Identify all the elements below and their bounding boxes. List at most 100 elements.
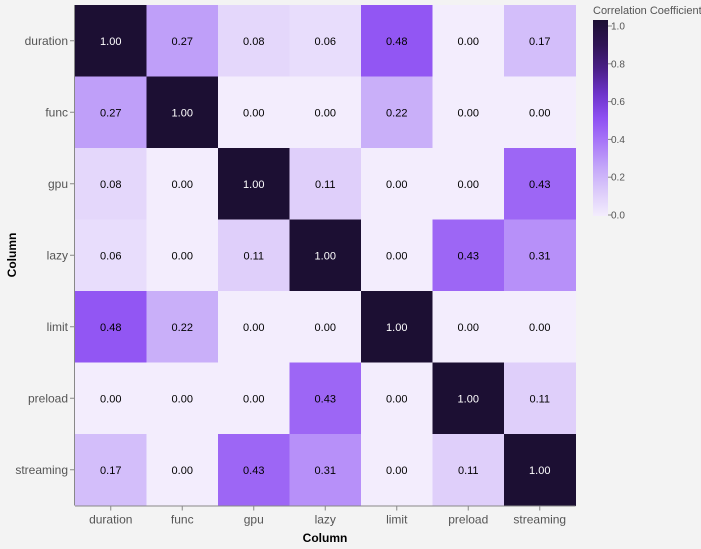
cell-value-preload-lazy: 0.43 xyxy=(315,393,336,405)
heatmap-cell-func-gpu xyxy=(218,76,290,149)
heatmap-cell-duration-streaming xyxy=(504,5,576,77)
cell-value-limit-limit: 1.00 xyxy=(386,322,407,334)
cell-value-streaming-limit: 0.00 xyxy=(386,465,407,477)
cell-value-duration-func: 0.27 xyxy=(172,36,193,48)
heatmap-cell-preload-preload xyxy=(432,362,505,435)
cell-value-preload-streaming: 0.11 xyxy=(529,393,550,405)
legend-ticks: 1.0 0.8 0.6 0.4 0.2 0.0 xyxy=(608,22,625,222)
heatmap-cell-streaming-duration xyxy=(75,434,147,506)
heatmap-cell-streaming-streaming xyxy=(504,434,576,506)
heatmap-cell-lazy-duration xyxy=(75,219,147,292)
heatmap-cell-gpu-func xyxy=(146,148,219,220)
cell-value-streaming-lazy: 0.31 xyxy=(315,465,336,477)
cell-value-gpu-func: 0.00 xyxy=(172,179,193,191)
cell-value-preload-duration: 0.00 xyxy=(100,393,121,405)
heatmap-cell-preload-lazy xyxy=(289,362,362,435)
y-tick-label-lazy: lazy xyxy=(47,248,68,262)
cell-value-preload-gpu: 0.00 xyxy=(243,393,264,405)
cell-value-duration-duration: 1.00 xyxy=(100,36,121,48)
cell-value-streaming-gpu: 0.43 xyxy=(243,465,264,477)
cell-value-limit-streaming: 0.00 xyxy=(529,322,550,334)
heatmap-cell-streaming-lazy xyxy=(289,434,362,506)
cell-value-func-limit: 0.22 xyxy=(386,107,407,119)
cell-value-func-gpu: 0.00 xyxy=(243,107,264,119)
legend-tick-label: 0.6 xyxy=(611,97,625,108)
heatmap-cell-limit-limit xyxy=(361,291,433,363)
cell-value-duration-streaming: 0.17 xyxy=(529,36,550,48)
heatmap-cell-preload-func xyxy=(146,362,219,435)
heatmap-cell-duration-func xyxy=(146,5,219,77)
heatmap-cell-streaming-limit xyxy=(361,434,433,506)
heatmap-cell-lazy-gpu xyxy=(218,219,290,292)
heatmap-cell-lazy-preload xyxy=(432,219,505,292)
x-tick-label-duration: duration xyxy=(89,513,132,527)
y-tick-label-limit: limit xyxy=(47,320,69,334)
legend-tick-label: 0.8 xyxy=(611,59,625,70)
heatmap-cell-lazy-limit xyxy=(361,219,433,292)
cell-value-func-duration: 0.27 xyxy=(100,107,121,119)
legend-title: Correlation Coefficient xyxy=(593,5,701,17)
cell-value-limit-func: 0.22 xyxy=(172,322,193,334)
cell-value-lazy-lazy: 1.00 xyxy=(315,250,336,262)
heatmap-cell-gpu-preload xyxy=(432,148,505,220)
x-tick-label-limit: limit xyxy=(386,513,408,527)
heatmap-cell-gpu-gpu xyxy=(218,148,290,220)
heatmap-cell-gpu-streaming xyxy=(504,148,576,220)
heatmap-cell-func-limit xyxy=(361,76,433,149)
cell-value-streaming-func: 0.00 xyxy=(172,465,193,477)
y-tick-label-duration: duration xyxy=(25,34,68,48)
cell-value-limit-duration: 0.48 xyxy=(100,322,121,334)
heatmap-cell-func-preload xyxy=(432,76,505,149)
cell-value-limit-preload: 0.00 xyxy=(458,322,479,334)
cell-value-lazy-preload: 0.43 xyxy=(458,250,479,262)
cell-value-gpu-preload: 0.00 xyxy=(458,179,479,191)
cell-value-gpu-limit: 0.00 xyxy=(386,179,407,191)
cell-value-streaming-duration: 0.17 xyxy=(100,465,121,477)
y-tick-label-gpu: gpu xyxy=(48,177,68,191)
heatmap-cell-limit-gpu xyxy=(218,291,290,363)
heatmap-cell-streaming-func xyxy=(146,434,219,506)
heatmap-cell-limit-duration xyxy=(75,291,147,363)
legend-tick-label: 1.0 xyxy=(611,22,625,33)
y-tick-label-func: func xyxy=(45,105,68,119)
cell-value-streaming-streaming: 1.00 xyxy=(529,465,550,477)
heatmap-cell-limit-func xyxy=(146,291,219,363)
cell-value-lazy-func: 0.00 xyxy=(172,250,193,262)
heatmap-cell-streaming-gpu xyxy=(218,434,290,506)
y-axis: duration func gpu lazy limit preload streaming xyxy=(15,5,75,506)
x-axis: duration func gpu lazy limit preload streaming xyxy=(75,505,576,527)
x-tick-label-streaming: streaming xyxy=(513,513,566,527)
heatmap-cell-lazy-func xyxy=(146,219,219,292)
cell-value-gpu-gpu: 1.00 xyxy=(243,179,264,191)
x-tick-label-func: func xyxy=(171,513,194,527)
heatmap-cell-lazy-lazy xyxy=(289,219,362,292)
heatmap-cell-func-func xyxy=(146,76,219,149)
heatmap-cell-gpu-duration xyxy=(75,148,147,220)
cell-value-lazy-limit: 0.00 xyxy=(386,250,407,262)
cell-value-streaming-preload: 0.11 xyxy=(458,465,479,477)
cell-value-lazy-streaming: 0.31 xyxy=(529,250,550,262)
cell-value-duration-limit: 0.48 xyxy=(386,36,407,48)
legend-color-bar xyxy=(593,20,608,216)
heatmap-cell-preload-duration xyxy=(75,362,147,435)
heatmap-cell-preload-streaming xyxy=(504,362,576,435)
x-tick-label-lazy: lazy xyxy=(315,513,336,527)
heatmap-cell-duration-duration xyxy=(75,5,147,77)
cell-value-lazy-gpu: 0.11 xyxy=(243,250,264,262)
heatmap-cell-preload-gpu xyxy=(218,362,290,435)
cell-value-gpu-duration: 0.08 xyxy=(100,179,121,191)
cell-value-duration-lazy: 0.06 xyxy=(315,36,336,48)
cell-value-limit-lazy: 0.00 xyxy=(315,322,336,334)
heatmap-cell-limit-preload xyxy=(432,291,505,363)
cell-value-duration-gpu: 0.08 xyxy=(243,36,264,48)
cell-value-func-lazy: 0.00 xyxy=(315,107,336,119)
legend-tick-label: 0.4 xyxy=(611,135,625,146)
cell-value-lazy-duration: 0.06 xyxy=(100,250,121,262)
heatmap-cell-streaming-preload xyxy=(432,434,505,506)
heatmap-cell-func-streaming xyxy=(504,76,576,149)
heatmap-cell-preload-limit xyxy=(361,362,433,435)
cell-value-gpu-lazy: 0.11 xyxy=(315,179,336,191)
cell-value-preload-limit: 0.00 xyxy=(386,393,407,405)
